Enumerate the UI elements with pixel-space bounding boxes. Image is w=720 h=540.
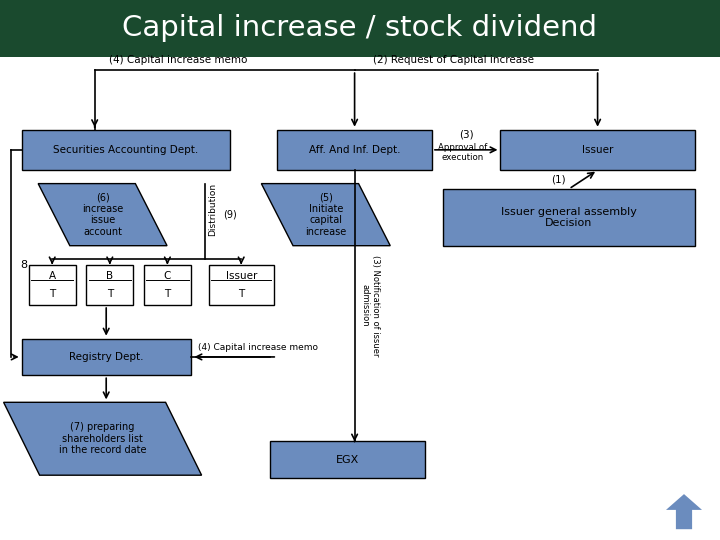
Bar [0,0,720,57]
Text: Issuer: Issuer [225,271,257,281]
Bar [277,130,432,170]
Text: Aff. And Inf. Dept.: Aff. And Inf. Dept. [309,145,400,155]
Text: T: T [49,289,55,299]
Bar [500,130,695,170]
Text: (7) preparing
shareholders list
in the record date: (7) preparing shareholders list in the r… [59,422,146,455]
Text: Capital increase / stock dividend: Capital increase / stock dividend [122,14,598,42]
Text: (6)
increase
issue
account: (6) increase issue account [82,192,123,237]
Bar [22,130,230,170]
Text: (5)
Initiate
capital
increase: (5) Initiate capital increase [305,192,346,237]
Text: Issuer: Issuer [582,145,613,155]
Polygon shape [38,184,167,246]
Polygon shape [4,402,202,475]
Text: A: A [49,271,55,281]
Bar [22,339,191,375]
Text: Securities Accounting Dept.: Securities Accounting Dept. [53,145,199,155]
Text: T: T [164,289,171,299]
Text: (4) Capital increase memo: (4) Capital increase memo [109,56,248,65]
Polygon shape [261,184,390,246]
Text: Distribution: Distribution [208,183,217,236]
Text: Approval of
execution: Approval of execution [438,143,487,162]
Text: (3) Notification of issuer
admission: (3) Notification of issuer admission [361,255,380,356]
Text: 8: 8 [20,260,27,269]
Text: (2) Request of Capital increase: (2) Request of Capital increase [373,56,534,65]
Text: (9): (9) [223,210,238,220]
Text: (3): (3) [459,130,474,140]
Bar [29,265,76,305]
Text: T: T [107,289,113,299]
Bar [443,189,695,246]
Bar [270,441,425,478]
Text: EGX: EGX [336,455,359,464]
Text: B: B [107,271,113,281]
Polygon shape [666,494,702,529]
Text: C: C [163,271,171,281]
Text: (4) Capital increase memo: (4) Capital increase memo [198,343,318,352]
Bar [86,265,133,305]
Text: (1): (1) [551,174,565,185]
Text: T: T [238,289,244,299]
Bar [209,265,274,305]
Text: Issuer general assembly
Decision: Issuer general assembly Decision [501,206,636,228]
Text: Registry Dept.: Registry Dept. [69,352,143,362]
Bar [144,265,191,305]
